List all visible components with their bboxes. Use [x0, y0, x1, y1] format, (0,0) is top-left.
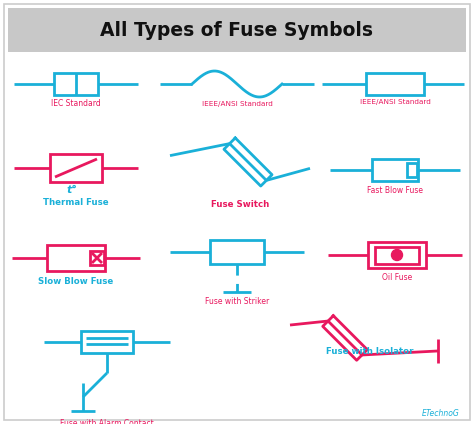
Text: Fuse with Striker: Fuse with Striker	[205, 297, 269, 306]
Text: Fast Blow Fuse: Fast Blow Fuse	[367, 186, 423, 195]
Bar	[368, 242, 426, 268]
Text: IEEE/ANSI Standard: IEEE/ANSI Standard	[360, 99, 430, 105]
Bar	[375, 247, 419, 264]
Text: Fuse with Alarm Contact: Fuse with Alarm Contact	[60, 419, 154, 424]
Text: t°: t°	[66, 185, 78, 195]
Text: Slow Blow Fuse: Slow Blow Fuse	[38, 277, 114, 286]
Text: ETechnoG: ETechnoG	[422, 409, 460, 418]
Text: IEEE/ANSI Standard: IEEE/ANSI Standard	[201, 101, 273, 107]
Bar	[372, 159, 418, 181]
Bar	[47, 245, 105, 271]
Bar	[210, 240, 264, 264]
Circle shape	[392, 249, 402, 260]
Bar	[366, 73, 424, 95]
Text: Thermal Fuse: Thermal Fuse	[43, 198, 109, 207]
Bar	[81, 331, 133, 353]
Bar	[54, 73, 98, 95]
Bar	[90, 251, 104, 265]
Text: IEC Standard: IEC Standard	[51, 99, 101, 108]
Text: Oil Fuse: Oil Fuse	[382, 273, 412, 282]
Text: Fuse with Isolator: Fuse with Isolator	[326, 347, 414, 356]
Bar	[8, 8, 466, 52]
Text: Fuse Switch: Fuse Switch	[211, 201, 269, 209]
Bar	[50, 154, 102, 182]
Bar	[407, 163, 417, 177]
Text: All Types of Fuse Symbols: All Types of Fuse Symbols	[100, 20, 374, 39]
